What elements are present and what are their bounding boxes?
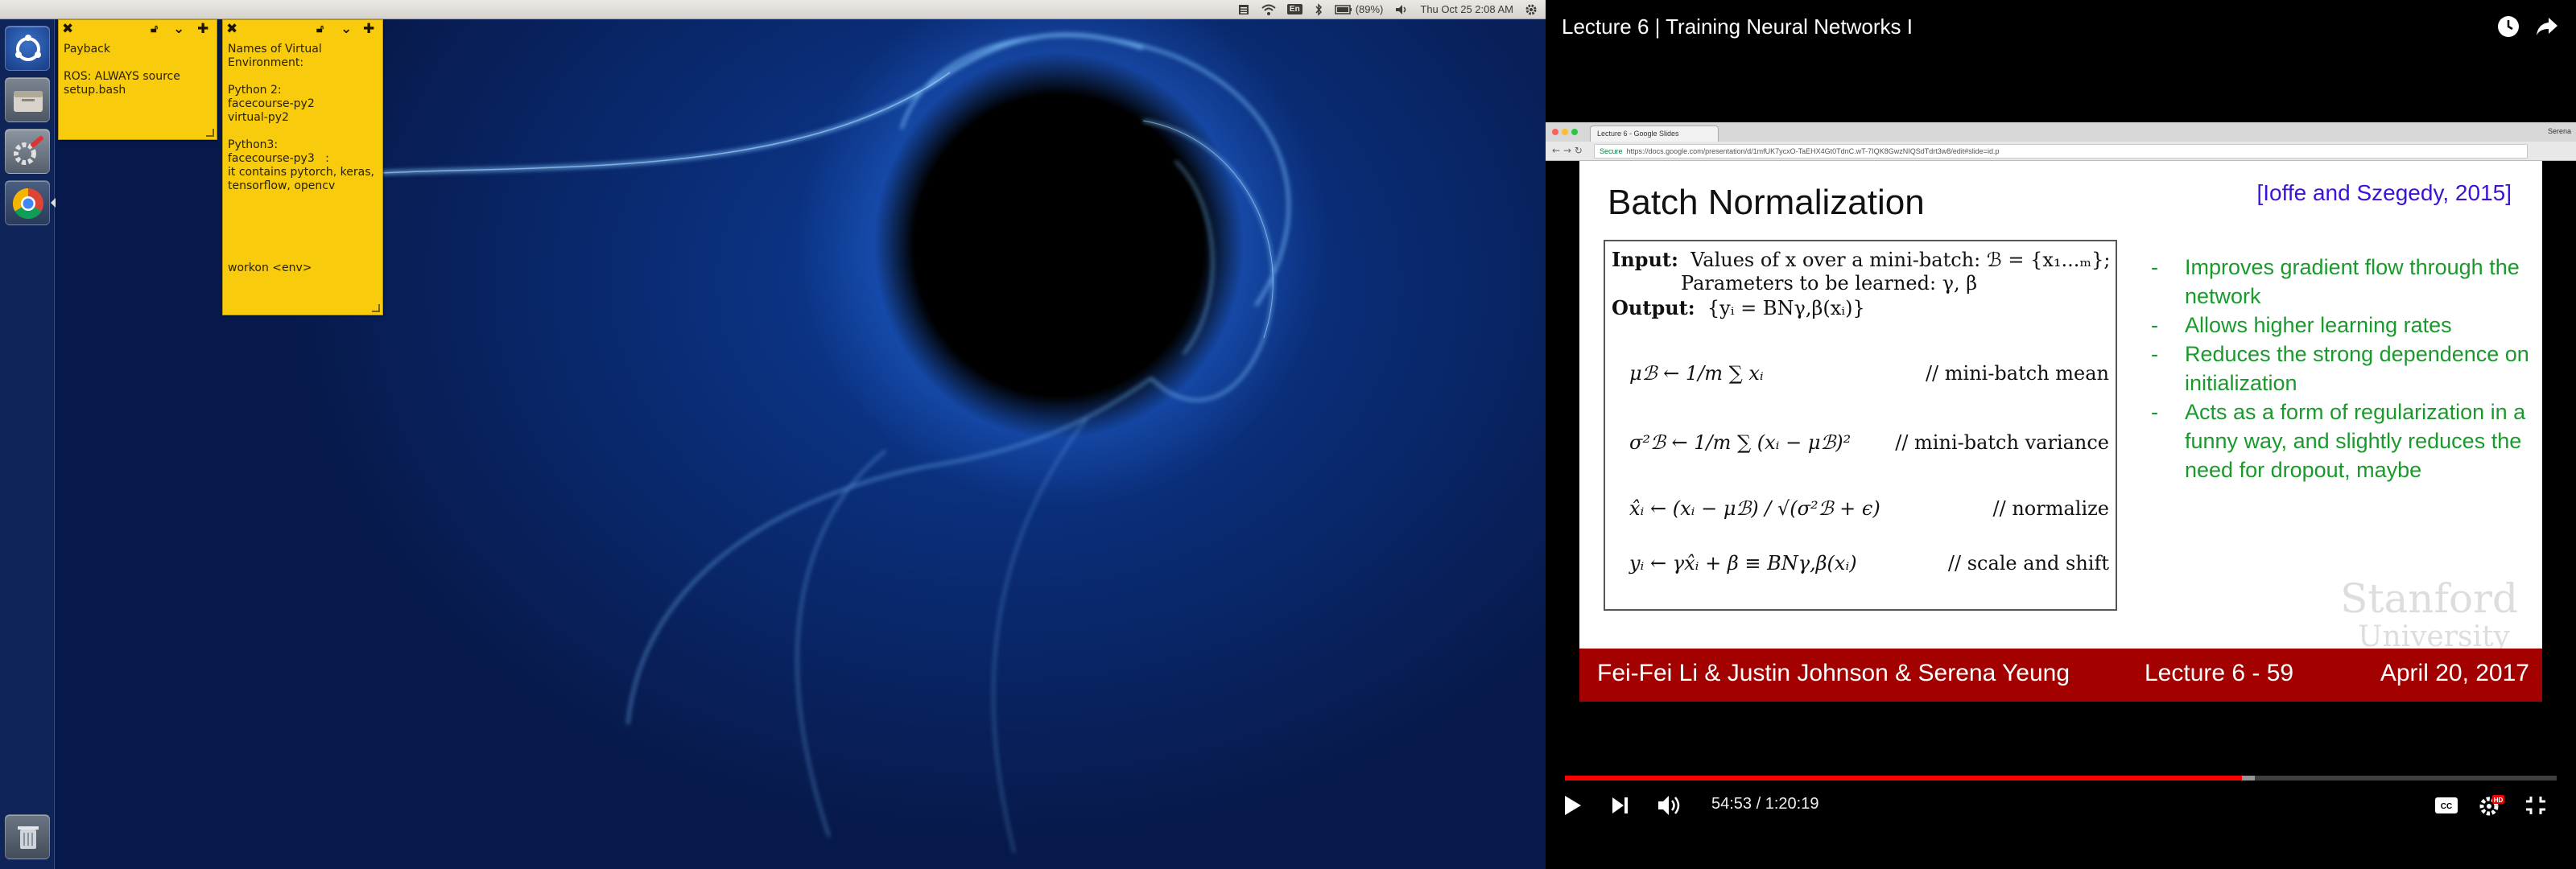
input-label: Input: xyxy=(1612,248,1678,271)
slide-bullet: Acts as a form of regularization in a fu… xyxy=(2151,397,2537,484)
maximize-dot-icon xyxy=(1571,129,1578,135)
video-title[interactable]: Lecture 6 | Training Neural Networks I xyxy=(1562,14,1913,39)
hd-badge: HD xyxy=(2494,797,2504,804)
add-note-icon[interactable]: ✚ xyxy=(197,21,209,37)
mean-comment: // mini-batch mean xyxy=(1925,362,2109,385)
file-manager-icon[interactable] xyxy=(5,77,50,122)
progress-bar[interactable] xyxy=(1565,776,2557,780)
system-settings-icon[interactable] xyxy=(5,129,50,174)
video-browser-chrome: Lecture 6 - Google Slides Serena ← → ↻ S… xyxy=(1546,122,2576,161)
normalize-comment: // normalize xyxy=(1992,497,2109,520)
sticky-note-toolbar: ✖ 🔓︎ ⌄ ✚ xyxy=(223,20,382,39)
secure-label: Secure xyxy=(1600,147,1623,155)
watch-later-icon[interactable] xyxy=(2496,14,2520,42)
lock-icon[interactable]: 🔓︎ xyxy=(316,23,324,35)
variance-equation: σ²ℬ ← 1/m ∑ (xᵢ − μℬ)² xyxy=(1629,431,1852,454)
chevron-down-icon[interactable]: ⌄ xyxy=(341,21,353,37)
sticky-note-text[interactable]: Payback ROS: ALWAYS source setup.bash xyxy=(64,43,180,97)
stanford-logo: Stanford University xyxy=(2340,579,2518,657)
active-app-indicator xyxy=(51,198,56,208)
sticky-note-payback[interactable]: ✖ 🔓︎ ⌄ ✚ Payback ROS: ALWAYS source setu… xyxy=(58,19,217,140)
browser-url: https://docs.google.com/presentation/d/1… xyxy=(1626,147,2000,155)
slide-bullet: Reduces the strong dependence on initial… xyxy=(2151,340,2537,397)
sticky-note-virtual-environments[interactable]: ✖ 🔓︎ ⌄ ✚ Names of Virtual Environment: P… xyxy=(222,19,383,315)
trash-icon[interactable] xyxy=(5,814,50,859)
variance-comment: // mini-batch variance xyxy=(1895,431,2109,454)
bluetooth-icon[interactable] xyxy=(1314,2,1323,16)
algorithm-params: Parameters to be learned: γ, β xyxy=(1681,272,1978,294)
resize-handle[interactable] xyxy=(206,129,214,137)
back-arrow-icon: ← → ↻ xyxy=(1552,145,1583,156)
slide-citation: [Ioffe and Szegedy, 2015] xyxy=(2256,180,2512,205)
slide-bullets: Improves gradient flow through the netwo… xyxy=(2151,253,2537,484)
chrome-icon[interactable] xyxy=(5,180,50,225)
play-icon[interactable] xyxy=(1562,793,1583,821)
launcher xyxy=(0,19,56,869)
clock[interactable]: Thu Oct 25 2:08 AM xyxy=(1420,3,1513,15)
menu-icon[interactable] xyxy=(1237,3,1250,16)
browser-tabstrip: Lecture 6 - Google Slides Serena xyxy=(1546,122,2576,142)
svg-text:CC: CC xyxy=(2441,802,2452,811)
next-icon[interactable] xyxy=(1610,795,1631,819)
sticky-note-toolbar: ✖ 🔓︎ ⌄ ✚ xyxy=(59,20,217,39)
chevron-down-icon[interactable]: ⌄ xyxy=(173,21,185,37)
algorithm-box: Input: Values of x over a mini-batch: ℬ … xyxy=(1604,240,2117,611)
input-text: Values of x over a mini-batch: ℬ = {x₁..… xyxy=(1690,249,2111,271)
exit-fullscreen-icon[interactable] xyxy=(2524,795,2547,819)
browser-url-bar: Secure https://docs.google.com/presentat… xyxy=(1594,144,2528,159)
output-text: {yᵢ = BNγ,β(xᵢ)} xyxy=(1707,297,1865,319)
slide: Batch Normalization [Ioffe and Szegedy, … xyxy=(1579,161,2542,702)
slide-title: Batch Normalization xyxy=(1608,183,1925,222)
volume-icon[interactable] xyxy=(1657,793,1682,821)
gear-icon[interactable] xyxy=(1525,3,1538,16)
scale-shift-equation: yᵢ ← γx̂ᵢ + β ≡ BNγ,β(xᵢ) xyxy=(1629,552,1857,575)
logo-line-1: Stanford xyxy=(2340,575,2518,622)
scale-shift-comment: // scale and shift xyxy=(1947,552,2109,575)
algorithm-input: Input: Values of x over a mini-batch: ℬ … xyxy=(1612,248,2110,271)
keyboard-layout-icon[interactable]: En xyxy=(1286,4,1302,14)
volume-icon[interactable] xyxy=(1394,3,1409,16)
settings-gear-icon[interactable]: HD xyxy=(2478,793,2505,821)
slide-bullet: Improves gradient flow through the netwo… xyxy=(2151,253,2537,311)
sticky-note-text[interactable]: Names of Virtual Environment: Python 2: … xyxy=(228,43,374,274)
close-icon[interactable]: ✖ xyxy=(62,21,74,37)
played-bar xyxy=(1565,776,2243,780)
close-dot-icon xyxy=(1552,129,1558,135)
normalize-equation: x̂ᵢ ← (xᵢ − μℬ) / √(σ²ℬ + ϵ) xyxy=(1629,497,1880,520)
mean-equation: μℬ ← 1/m ∑ xᵢ xyxy=(1629,362,1764,385)
lock-icon[interactable]: 🔓︎ xyxy=(151,23,159,35)
battery-icon xyxy=(1334,4,1352,14)
share-icon[interactable] xyxy=(2535,14,2559,42)
footer-lecture: Lecture 6 - 59 xyxy=(2145,660,2294,686)
minimize-dot-icon xyxy=(1562,129,1568,135)
browser-profile: Serena xyxy=(2547,127,2571,135)
slide-footer: Fei-Fei Li & Justin Johnson & Serena Yeu… xyxy=(1579,649,2542,702)
keyboard-layout-label: En xyxy=(1286,4,1302,14)
video-player[interactable]: Lecture 6 | Training Neural Networks I L… xyxy=(1546,0,2576,869)
wallpaper xyxy=(378,33,1290,854)
player-controls: 54:53 / 1:20:19 CC HD xyxy=(1546,785,2576,834)
wifi-icon[interactable] xyxy=(1261,3,1276,16)
resize-handle[interactable] xyxy=(372,304,380,312)
add-note-icon[interactable]: ✚ xyxy=(363,21,375,37)
browser-tab: Lecture 6 - Google Slides xyxy=(1590,126,1719,142)
footer-date: April 20, 2017 xyxy=(2380,660,2529,686)
output-label: Output: xyxy=(1612,296,1695,319)
captions-icon[interactable]: CC xyxy=(2434,797,2458,818)
footer-authors: Fei-Fei Li & Justin Johnson & Serena Yeu… xyxy=(1597,660,2070,686)
battery-indicator[interactable]: (89%) xyxy=(1334,3,1384,15)
battery-percent: (89%) xyxy=(1355,3,1384,15)
slide-bullet: Allows higher learning rates xyxy=(2151,311,2537,340)
top-panel: En (89%) Thu Oct 25 2:08 AM xyxy=(0,0,1546,19)
close-icon[interactable]: ✖ xyxy=(226,21,238,37)
algorithm-output: Output: {yᵢ = BNγ,β(xᵢ)} xyxy=(1612,296,1865,319)
logo-line-2: University xyxy=(2358,620,2510,653)
ubuntu-dash-icon[interactable] xyxy=(5,26,50,71)
time-display: 54:53 / 1:20:19 xyxy=(1711,795,1819,813)
